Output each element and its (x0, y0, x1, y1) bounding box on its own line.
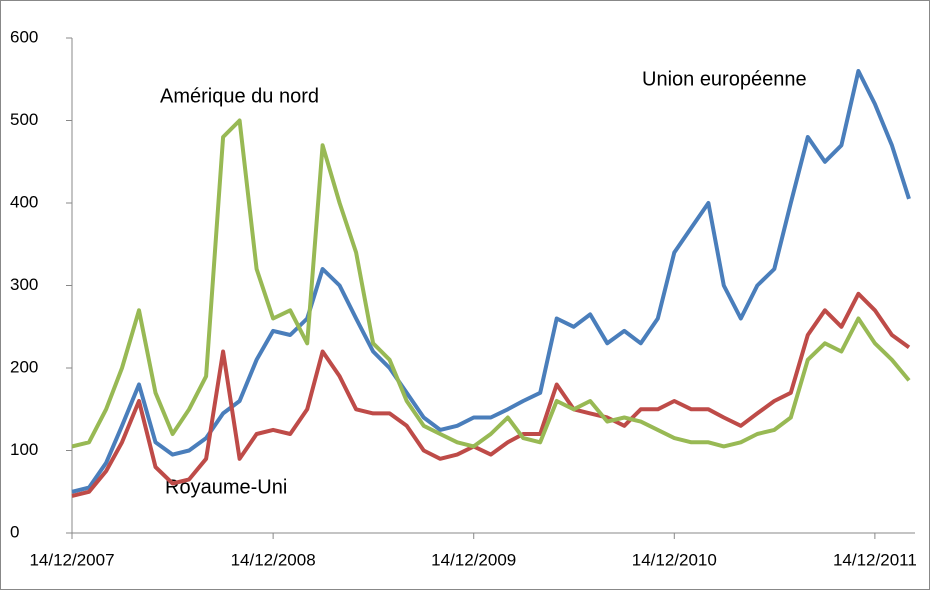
series-annotation: Union européenne (642, 68, 807, 90)
y-tick-label: 100 (10, 440, 38, 459)
series-line (71, 118, 911, 449)
x-tick-label: 14/12/2009 (431, 550, 516, 569)
series-line (71, 291, 911, 498)
x-tick-label: 14/12/2010 (632, 550, 717, 569)
y-tick-label: 200 (10, 357, 38, 376)
y-tick-label: 500 (10, 110, 38, 129)
series-annotation: Royaume-Uni (165, 476, 287, 498)
y-tick-label: 400 (10, 192, 38, 211)
x-tick-label: 14/12/2011 (833, 550, 917, 569)
series-line (71, 69, 911, 494)
x-tick-label: 14/12/2007 (29, 550, 114, 569)
y-tick-label: 600 (10, 27, 38, 46)
y-tick-label: 300 (10, 275, 38, 294)
y-tick-label: 0 (10, 522, 19, 541)
series-annotation: Amérique du nord (160, 85, 319, 107)
x-tick-label: 14/12/2008 (231, 550, 316, 569)
